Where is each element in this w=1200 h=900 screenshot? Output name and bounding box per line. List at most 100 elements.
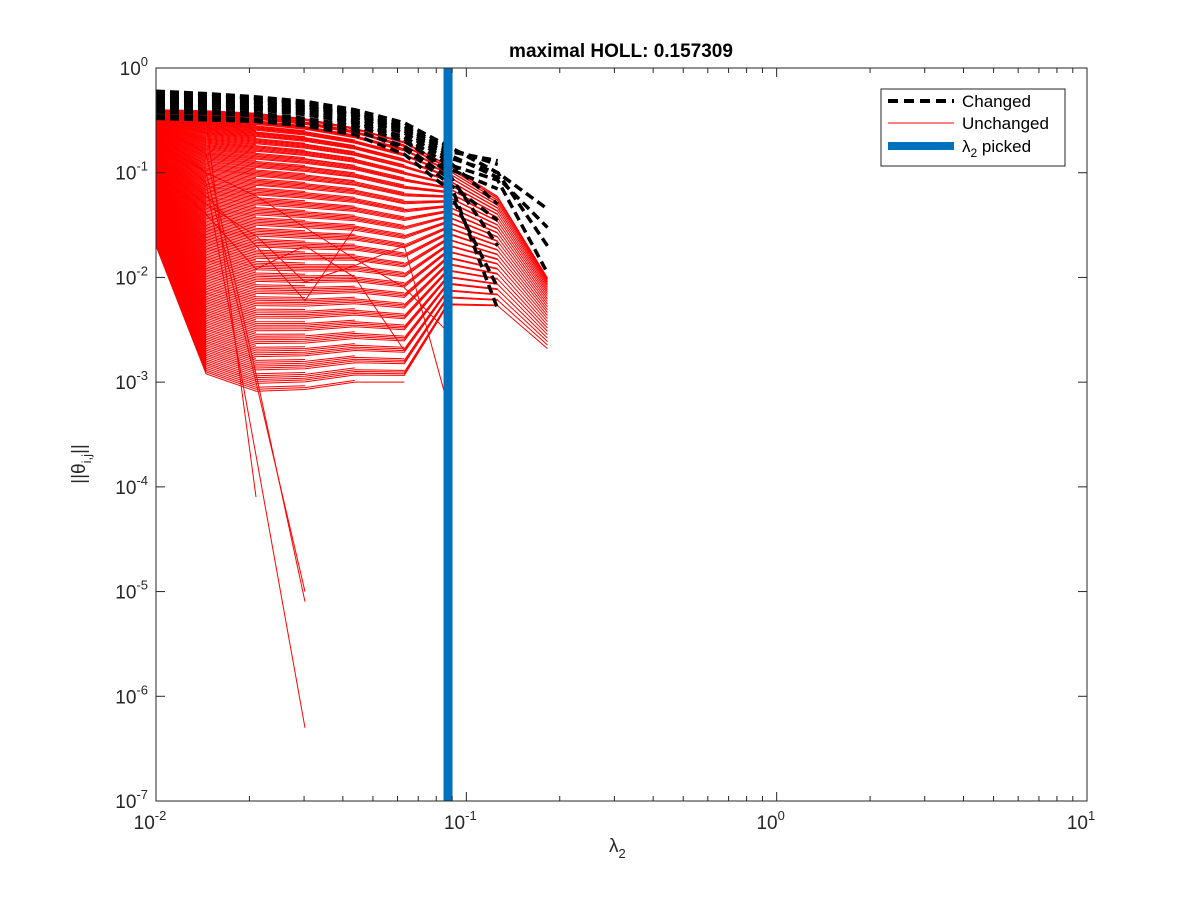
unchanged-series-line [155,159,548,305]
tick-marks [155,67,1088,802]
unchanged-series-line [155,198,257,296]
unchanged-series-line [155,167,405,245]
unchanged-series-line [155,231,355,363]
y-tick-label-base: 10 [115,687,136,708]
plot-area [156,68,1087,801]
unchanged-series-line [155,217,306,335]
unchanged-series-line [155,126,449,184]
unchanged-series-line [155,164,257,228]
unchanged-series-line [155,122,405,166]
unchanged-series-line [155,164,449,406]
unchanged-series-line [155,183,405,273]
unchanged-series-line [155,202,498,307]
unchanged-series-line [155,125,355,159]
unchanged-series-line [155,143,449,203]
y-tick-label-exponent: 0 [141,54,148,69]
unchanged-series-line [155,196,449,295]
unchanged-series-line [155,212,355,325]
unchanged-series-line [155,126,405,172]
y-tick-label-base: 10 [115,478,136,499]
unchanged-series-line [155,240,498,382]
unchanged-series-line [155,245,405,392]
unchanged-series-line [155,160,306,221]
unchanged-series-line [155,128,306,159]
y-tick-label-base: 10 [115,268,136,289]
y-tick-label: 10-6 [115,682,148,708]
unchanged-series-line [155,211,306,323]
unchanged-series-line [155,185,498,276]
unchanged-series-line [155,134,405,186]
x-axis-label-symbol: λ [609,836,619,857]
unchanged-series-line [155,142,355,190]
unchanged-series-line [155,209,548,332]
unchanged-series-line [155,208,498,318]
unchanged-series-line [155,142,405,201]
y-tick-label-base: 10 [120,59,141,80]
unchanged-series-line [155,132,306,166]
unchanged-series-line [155,119,405,160]
unchanged-series-line [155,154,548,302]
x-tick-label-base: 10 [756,813,777,834]
y-tick-label-base: 10 [115,792,136,813]
y-tick-label-base: 10 [115,373,136,394]
unchanged-series-line [155,182,355,266]
unchanged-series-line [155,159,257,217]
unchanged-series-line [155,124,548,286]
unchanged-series-line [155,124,257,146]
changed-series-line [155,104,500,247]
unchanged-series-line [155,235,548,371]
y-tick-label: 100 [120,54,148,80]
unchanged-series-line [155,178,449,265]
unchanged-series-line [155,151,355,207]
unchanged-series-line [155,125,306,151]
unchanged-series-line [155,225,355,350]
chart-title: maximal HOLL: 0.157309 [509,41,733,62]
unchanged-series-line [155,146,355,198]
unchanged-series-line [155,120,548,284]
unchanged-series-line [155,170,257,238]
unchanged-series-line [155,207,405,315]
changed-series-line [155,89,549,211]
unchanged-series-line [155,230,306,361]
unchanged-series-line [155,223,257,346]
unchanged-series-line [155,219,405,339]
y-tick-label-exponent: -7 [136,787,148,802]
unchanged-series-line [155,237,306,375]
unchanged-series-line [155,190,449,285]
y-tick-label-exponent: -1 [136,159,148,174]
unchanged-series-line [155,144,548,297]
y-axis-label: ||θi,j|| [69,444,94,484]
unchanged-series-line [155,194,355,288]
y-tick-label: 10-2 [115,263,148,289]
unchanged-series-line [155,201,405,304]
unchanged-series-line [155,147,405,209]
changed-series-line [155,110,499,222]
unchanged-series-line [155,138,405,194]
unchanged-series-line [155,244,355,390]
y-tick-label: 10-4 [115,473,148,499]
unchanged-series-line [155,182,306,264]
unchanged-series-line [155,143,498,226]
y-tick-label-exponent: -3 [136,368,148,383]
axes-box [155,67,1088,802]
unchanged-series-line [155,117,257,132]
unchanged-series-line [155,116,405,155]
unchanged-series-line [155,155,306,211]
unchanged-series-line [155,140,548,295]
x-tick-label-exponent: -1 [465,808,477,823]
unchanged-series-line [155,150,306,202]
unchanged-series-line [155,154,257,207]
unchanged-series-line [155,133,355,174]
unchanged-series-line [155,167,449,246]
unchanged-series-line [155,118,355,147]
unchanged-series-line [155,177,355,255]
changed-series-line [155,116,500,289]
x-tick-label: 10-1 [444,808,477,834]
unchanged-series-line [155,216,548,336]
x-tick-label-exponent: 1 [1088,808,1095,823]
unchanged-series-line [155,153,498,234]
unchanged-series-line [155,228,548,358]
unchanged-series-line [155,199,306,298]
